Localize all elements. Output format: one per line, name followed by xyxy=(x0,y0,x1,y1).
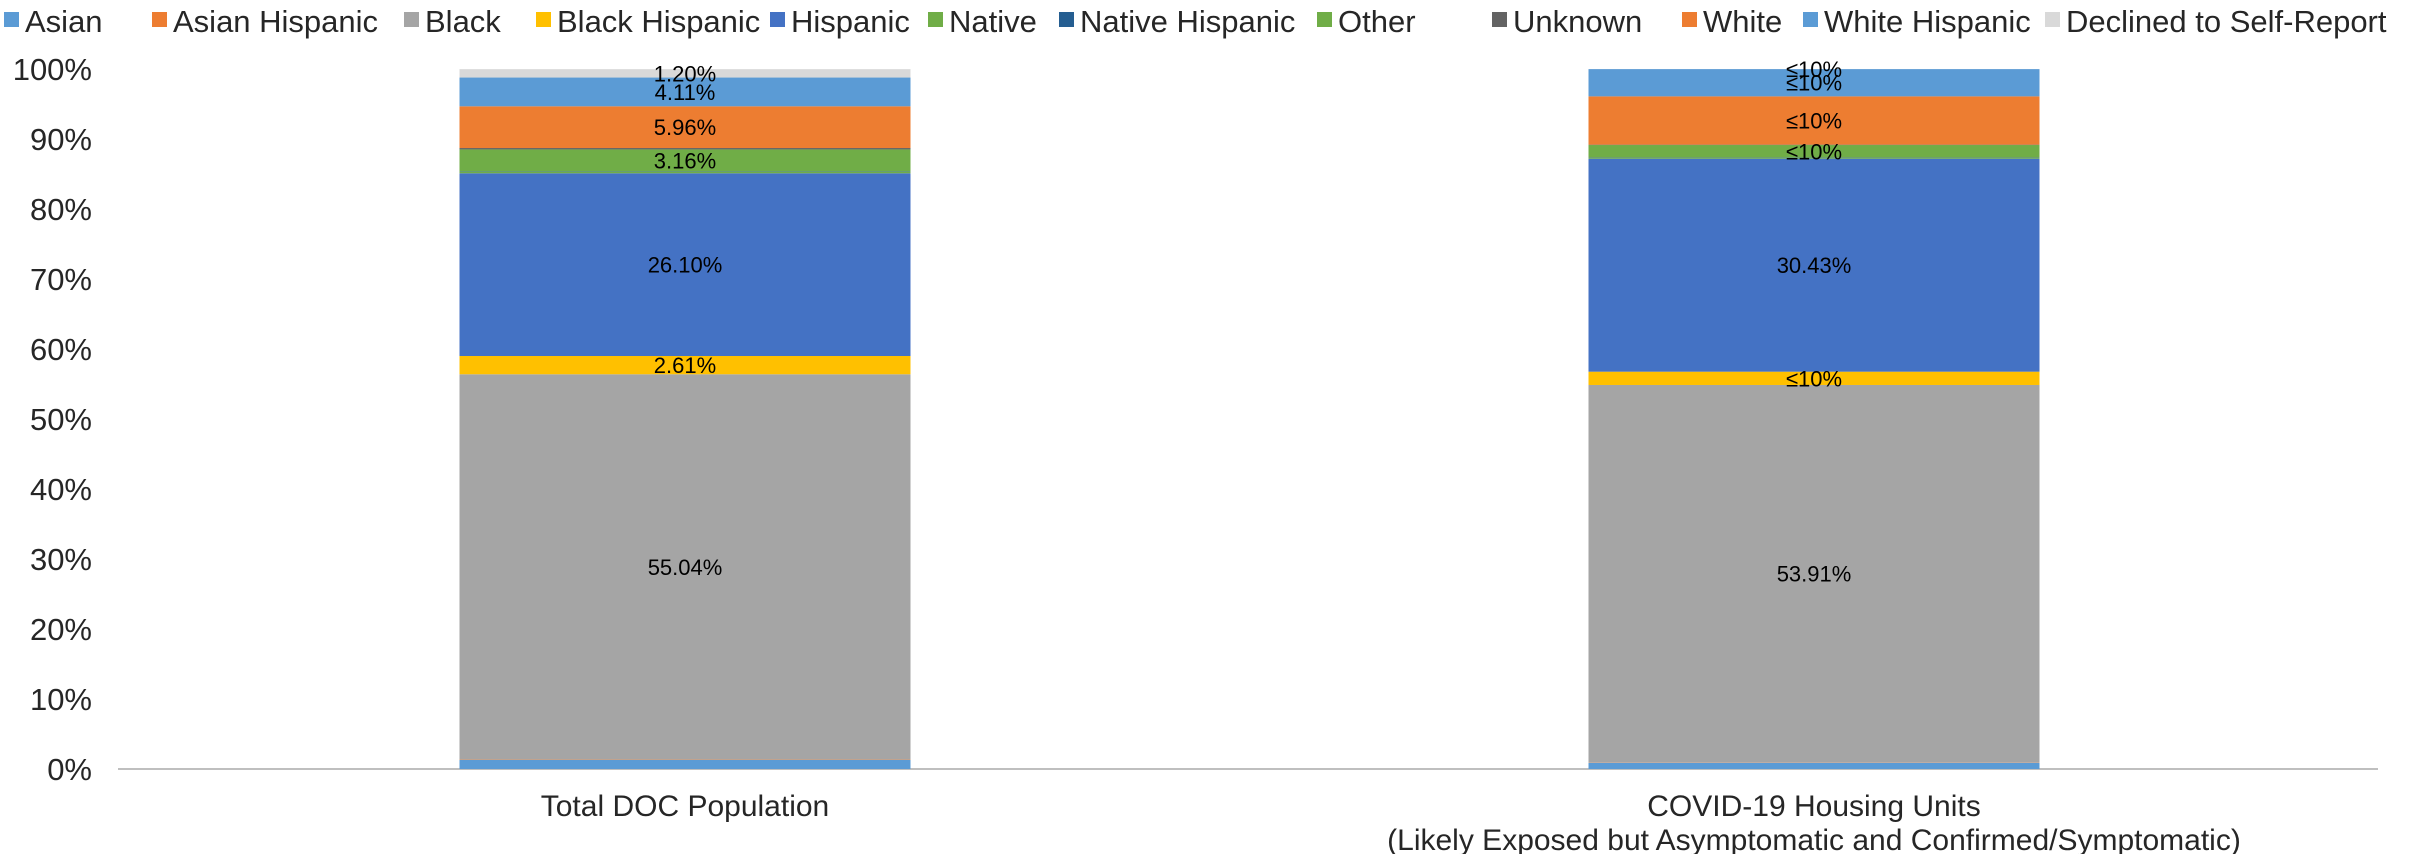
category-label: Total DOC Population xyxy=(541,790,830,823)
y-tick-label: 70% xyxy=(30,262,92,297)
bar-segment xyxy=(459,106,911,149)
y-tick-label: 90% xyxy=(30,122,92,157)
bar-segment xyxy=(1588,69,2040,97)
y-tick-label: 60% xyxy=(30,332,92,367)
y-tick-label: 100% xyxy=(13,52,92,87)
bar-segment xyxy=(1588,384,2040,763)
bar-segment xyxy=(459,374,911,760)
legend-item: Declined to Self-Report xyxy=(2045,4,2387,39)
data-label: ≤10% xyxy=(1786,366,1842,391)
data-label: 5.96% xyxy=(654,115,716,140)
legend-swatch xyxy=(928,12,943,27)
bar-segment xyxy=(459,77,911,107)
category-label: (Likely Exposed but Asymptomatic and Con… xyxy=(1387,824,2241,854)
legend-label: Other xyxy=(1338,4,1416,39)
legend-swatch xyxy=(1803,12,1818,27)
legend-item: White Hispanic xyxy=(1803,4,2031,39)
legend-item: White xyxy=(1682,4,1782,39)
legend-swatch xyxy=(770,12,785,27)
data-label: 53.91% xyxy=(1777,562,1852,587)
bar-stack xyxy=(1588,69,2040,769)
legend-label: White xyxy=(1703,4,1782,39)
legend-label: White Hispanic xyxy=(1824,4,2031,39)
y-tick-label: 50% xyxy=(30,402,92,437)
y-tick-label: 40% xyxy=(30,472,92,507)
data-label: ≤10% xyxy=(1786,139,1842,164)
data-label: 3.16% xyxy=(654,148,716,173)
legend-swatch xyxy=(1492,12,1507,27)
legend-label: Declined to Self-Report xyxy=(2066,4,2387,39)
legend-item: Unknown xyxy=(1492,4,1642,39)
bar-segment xyxy=(1588,762,2040,769)
x-axis: Total DOC Population COVID-19 Housing Uni… xyxy=(541,790,2241,854)
legend-label: Native xyxy=(949,4,1037,39)
legend-label: Native Hispanic xyxy=(1080,4,1295,39)
y-tick-label: 10% xyxy=(30,682,92,717)
legend-label: Unknown xyxy=(1513,4,1642,39)
legend-swatch xyxy=(152,12,167,27)
y-axis: 0% 10% 20% 30% 40% 50% 60% 70% 80% 90% 100% xyxy=(13,52,2378,787)
legend-swatch xyxy=(4,12,19,27)
y-tick-label: 80% xyxy=(30,192,92,227)
bar-segment xyxy=(1588,371,2040,385)
legend-item: Native Hispanic xyxy=(1059,4,1295,39)
legend-label: Asian xyxy=(25,4,103,39)
data-label: 55.04% xyxy=(648,555,723,580)
data-labels: 55.04% 2.61% 26.10% 3.16% 5.96% 4.11%1.20% 53.… xyxy=(648,57,1852,587)
legend-item: Native xyxy=(928,4,1037,39)
bar-segment xyxy=(459,149,911,172)
legend-item: Asian Hispanic xyxy=(152,4,378,39)
legend-swatch xyxy=(1059,12,1074,27)
bar-segment xyxy=(1588,145,2040,158)
legend-item: Other xyxy=(1317,4,1416,39)
bar-segment xyxy=(459,759,911,769)
legend-label: Black Hispanic xyxy=(557,4,760,39)
legend-swatch xyxy=(1682,12,1697,27)
legend-label: Asian Hispanic xyxy=(173,4,378,39)
bar-segment xyxy=(459,69,911,78)
bar-segment xyxy=(459,356,911,375)
data-label: 26.10% xyxy=(648,253,723,278)
bar-segment xyxy=(1588,158,2040,372)
legend-item: Hispanic xyxy=(770,4,910,39)
legend-swatch xyxy=(404,12,419,27)
bar-segment xyxy=(1588,157,2040,159)
y-tick-label: 0% xyxy=(47,752,92,787)
bar-stack xyxy=(459,69,911,769)
legend-item: Black xyxy=(404,4,501,39)
legend-label: Black xyxy=(425,4,501,39)
data-label: 4.11% xyxy=(655,80,716,105)
y-tick-label: 30% xyxy=(30,542,92,577)
y-tick-label: 20% xyxy=(30,612,92,647)
bar-segment xyxy=(1588,96,2040,145)
chart-legend: Asian Asian Hispanic Black Black Hispanic Hi… xyxy=(4,4,2387,39)
data-label: 1.20% xyxy=(654,61,716,86)
data-label: 2.61% xyxy=(654,353,716,378)
data-label: ≤10% xyxy=(1786,109,1842,134)
data-label: 30.43% xyxy=(1777,253,1852,278)
data-label: ≤10% xyxy=(1786,57,1842,82)
legend-item: Asian xyxy=(4,4,103,39)
data-label: ≤10% xyxy=(1786,71,1842,96)
bar-segment xyxy=(459,171,911,174)
category-label: COVID-19 Housing Units xyxy=(1647,790,1980,823)
legend-item: Black Hispanic xyxy=(536,4,760,39)
bar-segment xyxy=(459,148,911,150)
legend-swatch xyxy=(2045,12,2060,27)
bar-segment xyxy=(459,173,911,356)
legend-swatch xyxy=(536,12,551,27)
bar-stacks xyxy=(459,69,2040,769)
legend-swatch xyxy=(1317,12,1332,27)
legend-label: Hispanic xyxy=(791,4,910,39)
